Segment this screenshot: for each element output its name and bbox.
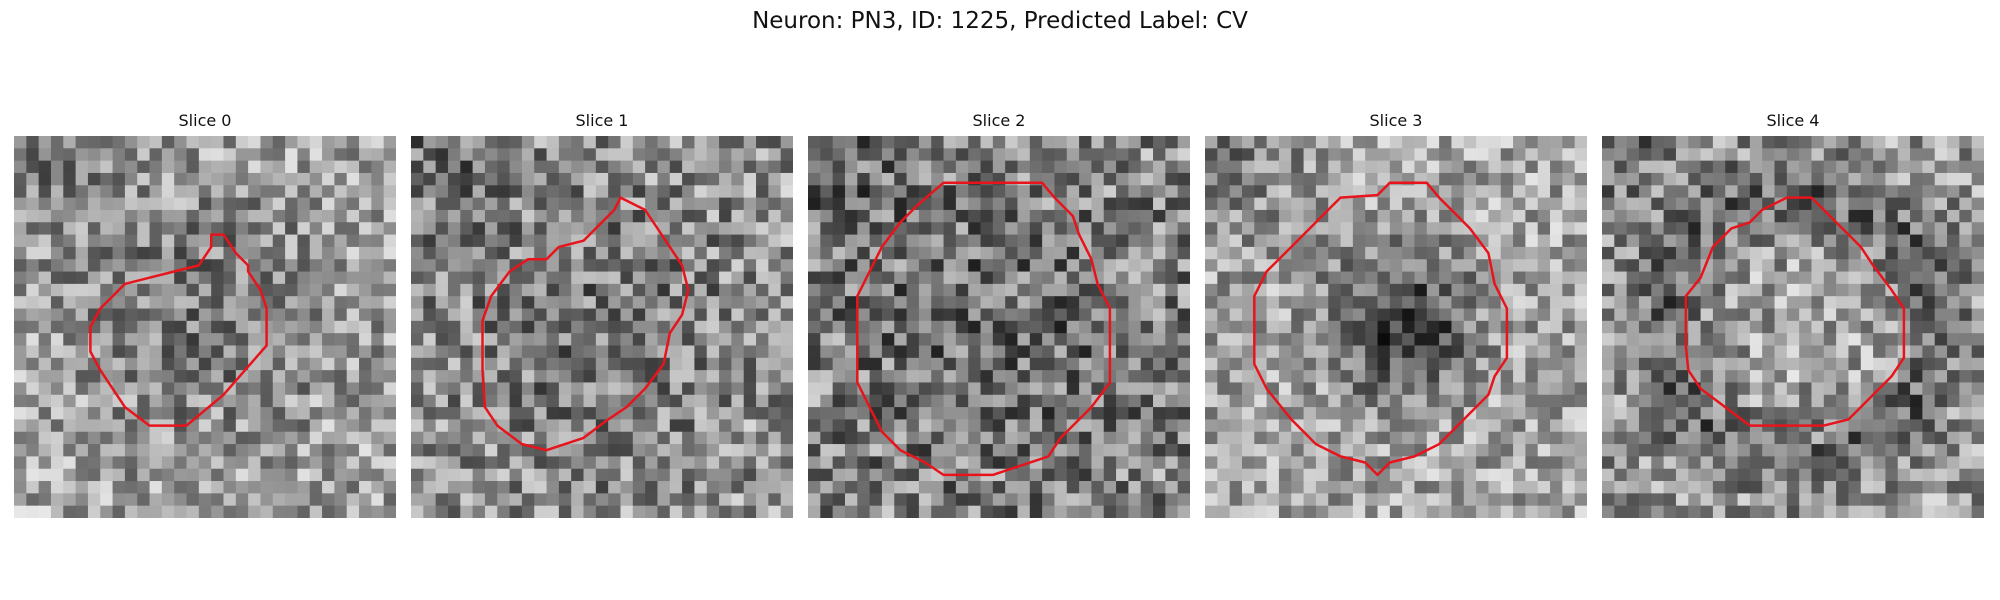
roi-contour-0 xyxy=(89,233,268,427)
slice-title-3: Slice 3 xyxy=(1369,111,1423,130)
slice-image-4 xyxy=(1602,136,1984,518)
roi-contour-4 xyxy=(1684,196,1906,427)
slice-canvas-3 xyxy=(1205,136,1587,518)
slice-title-4: Slice 4 xyxy=(1766,111,1820,130)
slice-image-1 xyxy=(411,136,793,518)
roi-contour-1 xyxy=(481,196,690,452)
slice-panel-2: Slice 2 xyxy=(808,110,1190,518)
slice-canvas-2 xyxy=(808,136,1190,518)
slice-canvas-4 xyxy=(1602,136,1984,518)
figure-title: Neuron: PN3, ID: 1225, Predicted Label: … xyxy=(752,8,1248,34)
slice-image-0 xyxy=(14,136,396,518)
roi-contour-3 xyxy=(1253,181,1509,477)
roi-contour-2 xyxy=(856,181,1112,477)
slice-image-2 xyxy=(808,136,1190,518)
slice-title-2: Slice 2 xyxy=(972,111,1026,130)
slice-canvas-0 xyxy=(14,136,396,518)
slice-canvas-1 xyxy=(411,136,793,518)
slice-panel-4: Slice 4 xyxy=(1602,110,1984,518)
slice-image-3 xyxy=(1205,136,1587,518)
slice-title-0: Slice 0 xyxy=(178,111,232,130)
slice-panel-1: Slice 1 xyxy=(411,110,793,518)
slice-panel-0: Slice 0 xyxy=(14,110,396,518)
slice-panel-3: Slice 3 xyxy=(1205,110,1587,518)
slice-title-1: Slice 1 xyxy=(575,111,629,130)
